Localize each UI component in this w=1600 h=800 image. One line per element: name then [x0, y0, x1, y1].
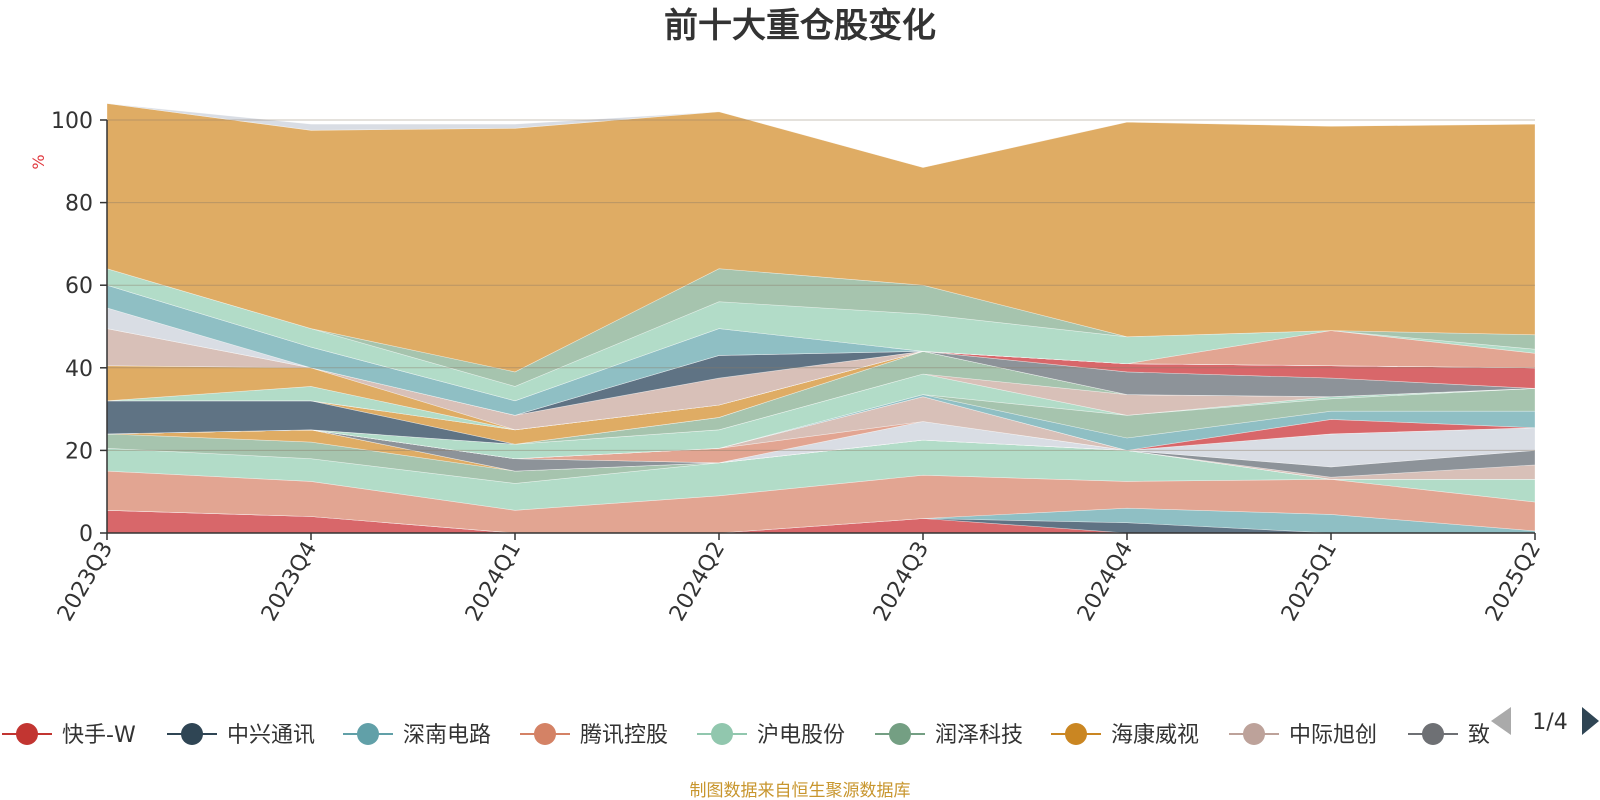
legend-marker-icon — [1243, 723, 1265, 745]
y-tick-label: 100 — [51, 109, 93, 134]
y-tick-label: 60 — [65, 274, 93, 299]
x-tick-label: 2023Q4 — [257, 538, 322, 626]
x-tick-label: 2023Q3 — [53, 538, 118, 626]
legend-item[interactable]: 润泽科技 — [875, 723, 1023, 748]
y-tick-label: 80 — [65, 192, 93, 217]
legend-label: 润泽科技 — [935, 723, 1023, 748]
grid-layer — [107, 119, 1535, 451]
legend-label: 快手-W — [62, 723, 136, 748]
x-tick-label: 2024Q2 — [665, 538, 730, 626]
y-tick-label: 40 — [65, 357, 93, 382]
legend-item[interactable]: 致 — [1408, 723, 1490, 748]
legend-marker-icon — [534, 723, 556, 745]
legend-next-arrow-icon[interactable] — [1582, 707, 1599, 735]
legend-label: 中际旭创 — [1289, 723, 1377, 748]
legend-label: 中兴通讯 — [227, 723, 315, 748]
legend: 快手-W 中兴通讯 深南电路 腾讯控股 沪电股份 润泽科技 海康威视 中际旭创 致 — [2, 723, 1490, 748]
legend-item[interactable]: 腾讯控股 — [520, 723, 668, 748]
area-series-33 — [106, 103, 1536, 168]
legend-label: 致 — [1468, 723, 1490, 748]
legend-marker-icon — [1422, 723, 1444, 745]
legend-label: 腾讯控股 — [580, 723, 668, 748]
areas-layer — [106, 103, 1536, 534]
data-source-note: 制图数据来自恒生聚源数据库 — [690, 781, 911, 800]
chart-title: 前十大重仓股变化 — [664, 6, 936, 46]
x-tick-label: 2024Q3 — [869, 538, 934, 626]
y-axis-unit-label: % — [29, 154, 48, 169]
legend-item[interactable]: 深南电路 — [343, 723, 491, 748]
x-tick-label: 2024Q1 — [461, 538, 526, 626]
legend-label: 深南电路 — [403, 723, 491, 748]
x-tick-label: 2025Q2 — [1481, 538, 1546, 626]
y-tick-label: 0 — [79, 522, 93, 547]
legend-marker-icon — [711, 723, 733, 745]
legend-label: 海康威视 — [1111, 723, 1199, 748]
legend-item[interactable]: 海康威视 — [1051, 723, 1199, 748]
legend-marker-icon — [16, 723, 38, 745]
legend-marker-icon — [1065, 723, 1087, 745]
legend-pager: 1/4 — [1491, 707, 1599, 735]
legend-marker-icon — [889, 723, 911, 745]
legend-prev-arrow-icon[interactable] — [1491, 707, 1511, 735]
legend-label: 沪电股份 — [757, 723, 845, 748]
y-tick-label: 20 — [65, 439, 93, 464]
x-tick-label: 2024Q4 — [1073, 538, 1138, 626]
legend-item[interactable]: 中际旭创 — [1229, 723, 1377, 748]
legend-marker-icon — [181, 723, 203, 745]
legend-page-indicator: 1/4 — [1532, 710, 1567, 735]
x-tick-label: 2025Q1 — [1277, 538, 1342, 626]
legend-item[interactable]: 沪电股份 — [697, 723, 845, 748]
legend-marker-icon — [357, 723, 379, 745]
legend-item[interactable]: 中兴通讯 — [167, 723, 315, 748]
legend-item[interactable]: 快手-W — [2, 723, 136, 748]
